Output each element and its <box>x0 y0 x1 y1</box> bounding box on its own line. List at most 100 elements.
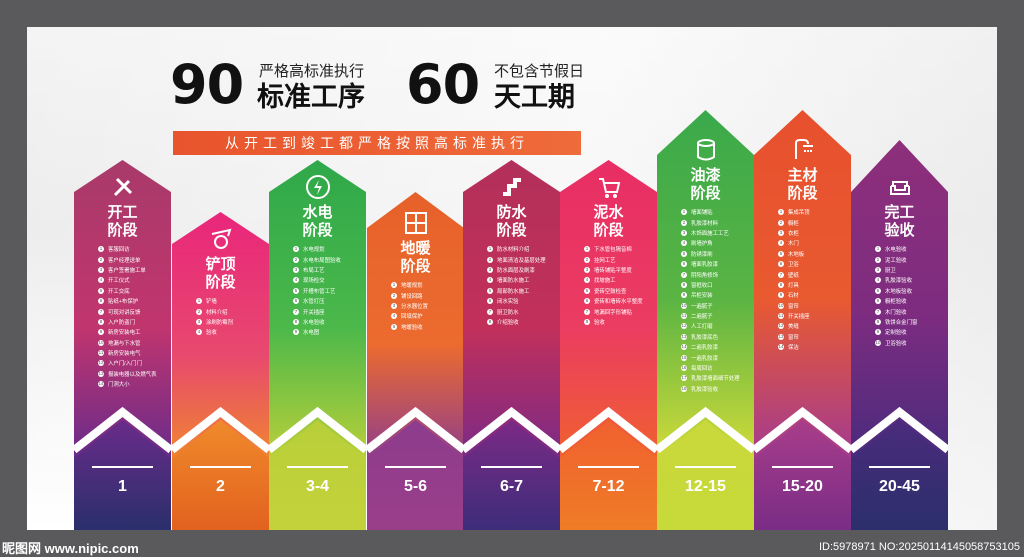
task-label: 橱柜验收 <box>885 299 907 306</box>
task-item: 12 美缝 <box>778 321 851 331</box>
task-label: 二遍乳胶漆 <box>691 345 718 352</box>
task-bullet: 15 <box>681 354 687 361</box>
task-item: 2 挂网工艺 <box>584 254 657 264</box>
task-item: 5 木地板 <box>778 249 851 259</box>
task-item: 2 地面清洁及基层处理 <box>487 254 560 264</box>
stage-title-line1: 主材 <box>787 167 818 184</box>
task-label: 闭水实验 <box>497 299 519 306</box>
task-item: 1 防水材料介绍 <box>487 244 560 254</box>
task-item: 4 乳胶漆验收 <box>875 275 948 285</box>
task-bullet: 4 <box>584 277 590 284</box>
stage-column: 主材 阶段 1 集成吊顶 2 橱柜 3 衣柜 4 木门 5 木地板 6 卫浴 7 壁纸 8 灯具 9 石材 10 窗帘 11… <box>754 110 851 530</box>
stage-title: 泥水 阶段 <box>560 204 657 240</box>
task-label: 乳胶漆材料 <box>691 220 718 227</box>
task-label: 门洞大小 <box>108 382 130 389</box>
stage-title-line1: 地暖 <box>400 240 431 257</box>
task-bullet: 14 <box>98 381 104 388</box>
task-label: 局部防水施工 <box>497 288 530 295</box>
task-bullet: 9 <box>875 329 881 336</box>
stage-title-line1: 防水 <box>496 204 527 221</box>
tools-icon <box>110 174 136 200</box>
task-bullet: 2 <box>391 292 397 299</box>
task-bullet: 8 <box>681 281 687 288</box>
task-item: 15 一遍乳胶漆 <box>681 352 754 362</box>
task-bullet: 7 <box>487 308 493 315</box>
task-item: 8 铁饼合金门窗 <box>875 317 948 327</box>
task-item: 18 乳胶漆验收 <box>681 384 754 394</box>
task-item: 9 定制验收 <box>875 327 948 337</box>
task-label: 地暖验收 <box>401 324 423 331</box>
task-bullet: 4 <box>487 277 493 284</box>
task-bullet: 3 <box>487 266 493 273</box>
task-item: 3 客户签署施工单 <box>98 265 171 275</box>
stage-duration: 15-20 <box>782 478 823 495</box>
task-item: 17 乳胶漆墙面细节处理 <box>681 373 754 383</box>
task-bullet: 3 <box>98 266 104 273</box>
task-item: 7 开关插座 <box>293 306 366 316</box>
task-item: 7 地漏回字形铺贴 <box>584 306 657 316</box>
task-bullet: 9 <box>293 329 299 336</box>
task-item: 3 布局工艺 <box>293 265 366 275</box>
task-item: 14 保洁 <box>778 342 851 352</box>
stage-arrow-shape <box>172 212 269 530</box>
task-item: 7 厨卫防水 <box>487 306 560 316</box>
task-item: 1 下水管包隔音棉 <box>584 244 657 254</box>
task-bullet: 4 <box>196 329 202 336</box>
task-label: 贴纸+布保护 <box>108 299 139 306</box>
task-label: 保洁 <box>788 345 799 352</box>
period-divider <box>869 466 930 468</box>
pipe-icon <box>499 174 525 200</box>
task-item: 2 泥工验收 <box>875 254 948 264</box>
task-item: 5 防锈漆刷 <box>681 249 754 259</box>
task-label: 瓷砖空鼓检查 <box>594 288 627 295</box>
task-label: 入户门/入门门 <box>108 361 142 368</box>
task-bullet: 8 <box>98 318 104 325</box>
task-item: 13 乳胶漆底色 <box>681 332 754 342</box>
task-bullet: 8 <box>584 318 590 325</box>
task-label: 乳胶漆验收 <box>691 386 718 393</box>
task-label: 二遍腻子 <box>691 314 713 321</box>
task-bullet: 13 <box>778 333 784 340</box>
stage-duration: 12-15 <box>685 478 726 495</box>
total-days-number: 60 <box>406 53 480 116</box>
task-label: 窗框收口 <box>691 282 713 289</box>
task-item: 7 壁纸 <box>778 269 851 279</box>
task-label: 泥工验收 <box>885 257 907 264</box>
task-item: 3 墙砖铺贴平整度 <box>584 265 657 275</box>
task-label: 客户签署施工单 <box>108 267 146 274</box>
paint-roller-icon <box>208 226 234 252</box>
task-label: 材料介绍 <box>206 309 228 316</box>
task-label: 铺设回路 <box>401 293 423 300</box>
stage-title: 地暖 阶段 <box>367 240 464 276</box>
stage-duration: 2 <box>216 478 225 495</box>
task-label: 水电验收 <box>885 247 907 254</box>
task-label: 开关插座 <box>788 314 810 321</box>
task-item: 7 阴阳角修饰 <box>681 269 754 279</box>
task-bullet: 16 <box>681 365 687 372</box>
period-divider <box>675 466 736 468</box>
stage-arrow-shape <box>851 140 948 530</box>
task-item: 1 客服回访 <box>98 244 171 254</box>
task-label: 阴阳角修饰 <box>691 272 718 279</box>
stage-arrow-shape <box>463 160 560 530</box>
period-divider <box>481 466 542 468</box>
task-bullet: 1 <box>584 246 590 253</box>
task-bullet: 5 <box>584 287 590 294</box>
task-item: 4 刷墙护角 <box>681 238 754 248</box>
task-bullet: 7 <box>584 308 590 315</box>
task-label: 地漏回字形铺贴 <box>594 309 632 316</box>
period-divider <box>385 466 446 468</box>
task-label: 开工交底 <box>108 288 130 295</box>
task-item: 14 二遍乳胶漆 <box>681 342 754 352</box>
task-label: 人工打磨 <box>691 324 713 331</box>
task-item: 1 铲墙 <box>196 296 269 306</box>
stage-column: 地暖 阶段 1 地暖规划 2 铺设回路 3 分水器位置 4 回填保护 5 地暖验收 5-6 <box>367 192 464 530</box>
task-item: 6 橱柜验收 <box>875 296 948 306</box>
task-label: 铲墙 <box>206 299 217 306</box>
task-label: 一遍腻子 <box>691 303 713 310</box>
period-divider <box>190 466 251 468</box>
task-bullet: 12 <box>778 323 784 330</box>
task-item: 14 门洞大小 <box>98 379 171 389</box>
task-label: 木地板验收 <box>885 288 912 295</box>
stage-title-line2: 验收 <box>884 222 915 239</box>
